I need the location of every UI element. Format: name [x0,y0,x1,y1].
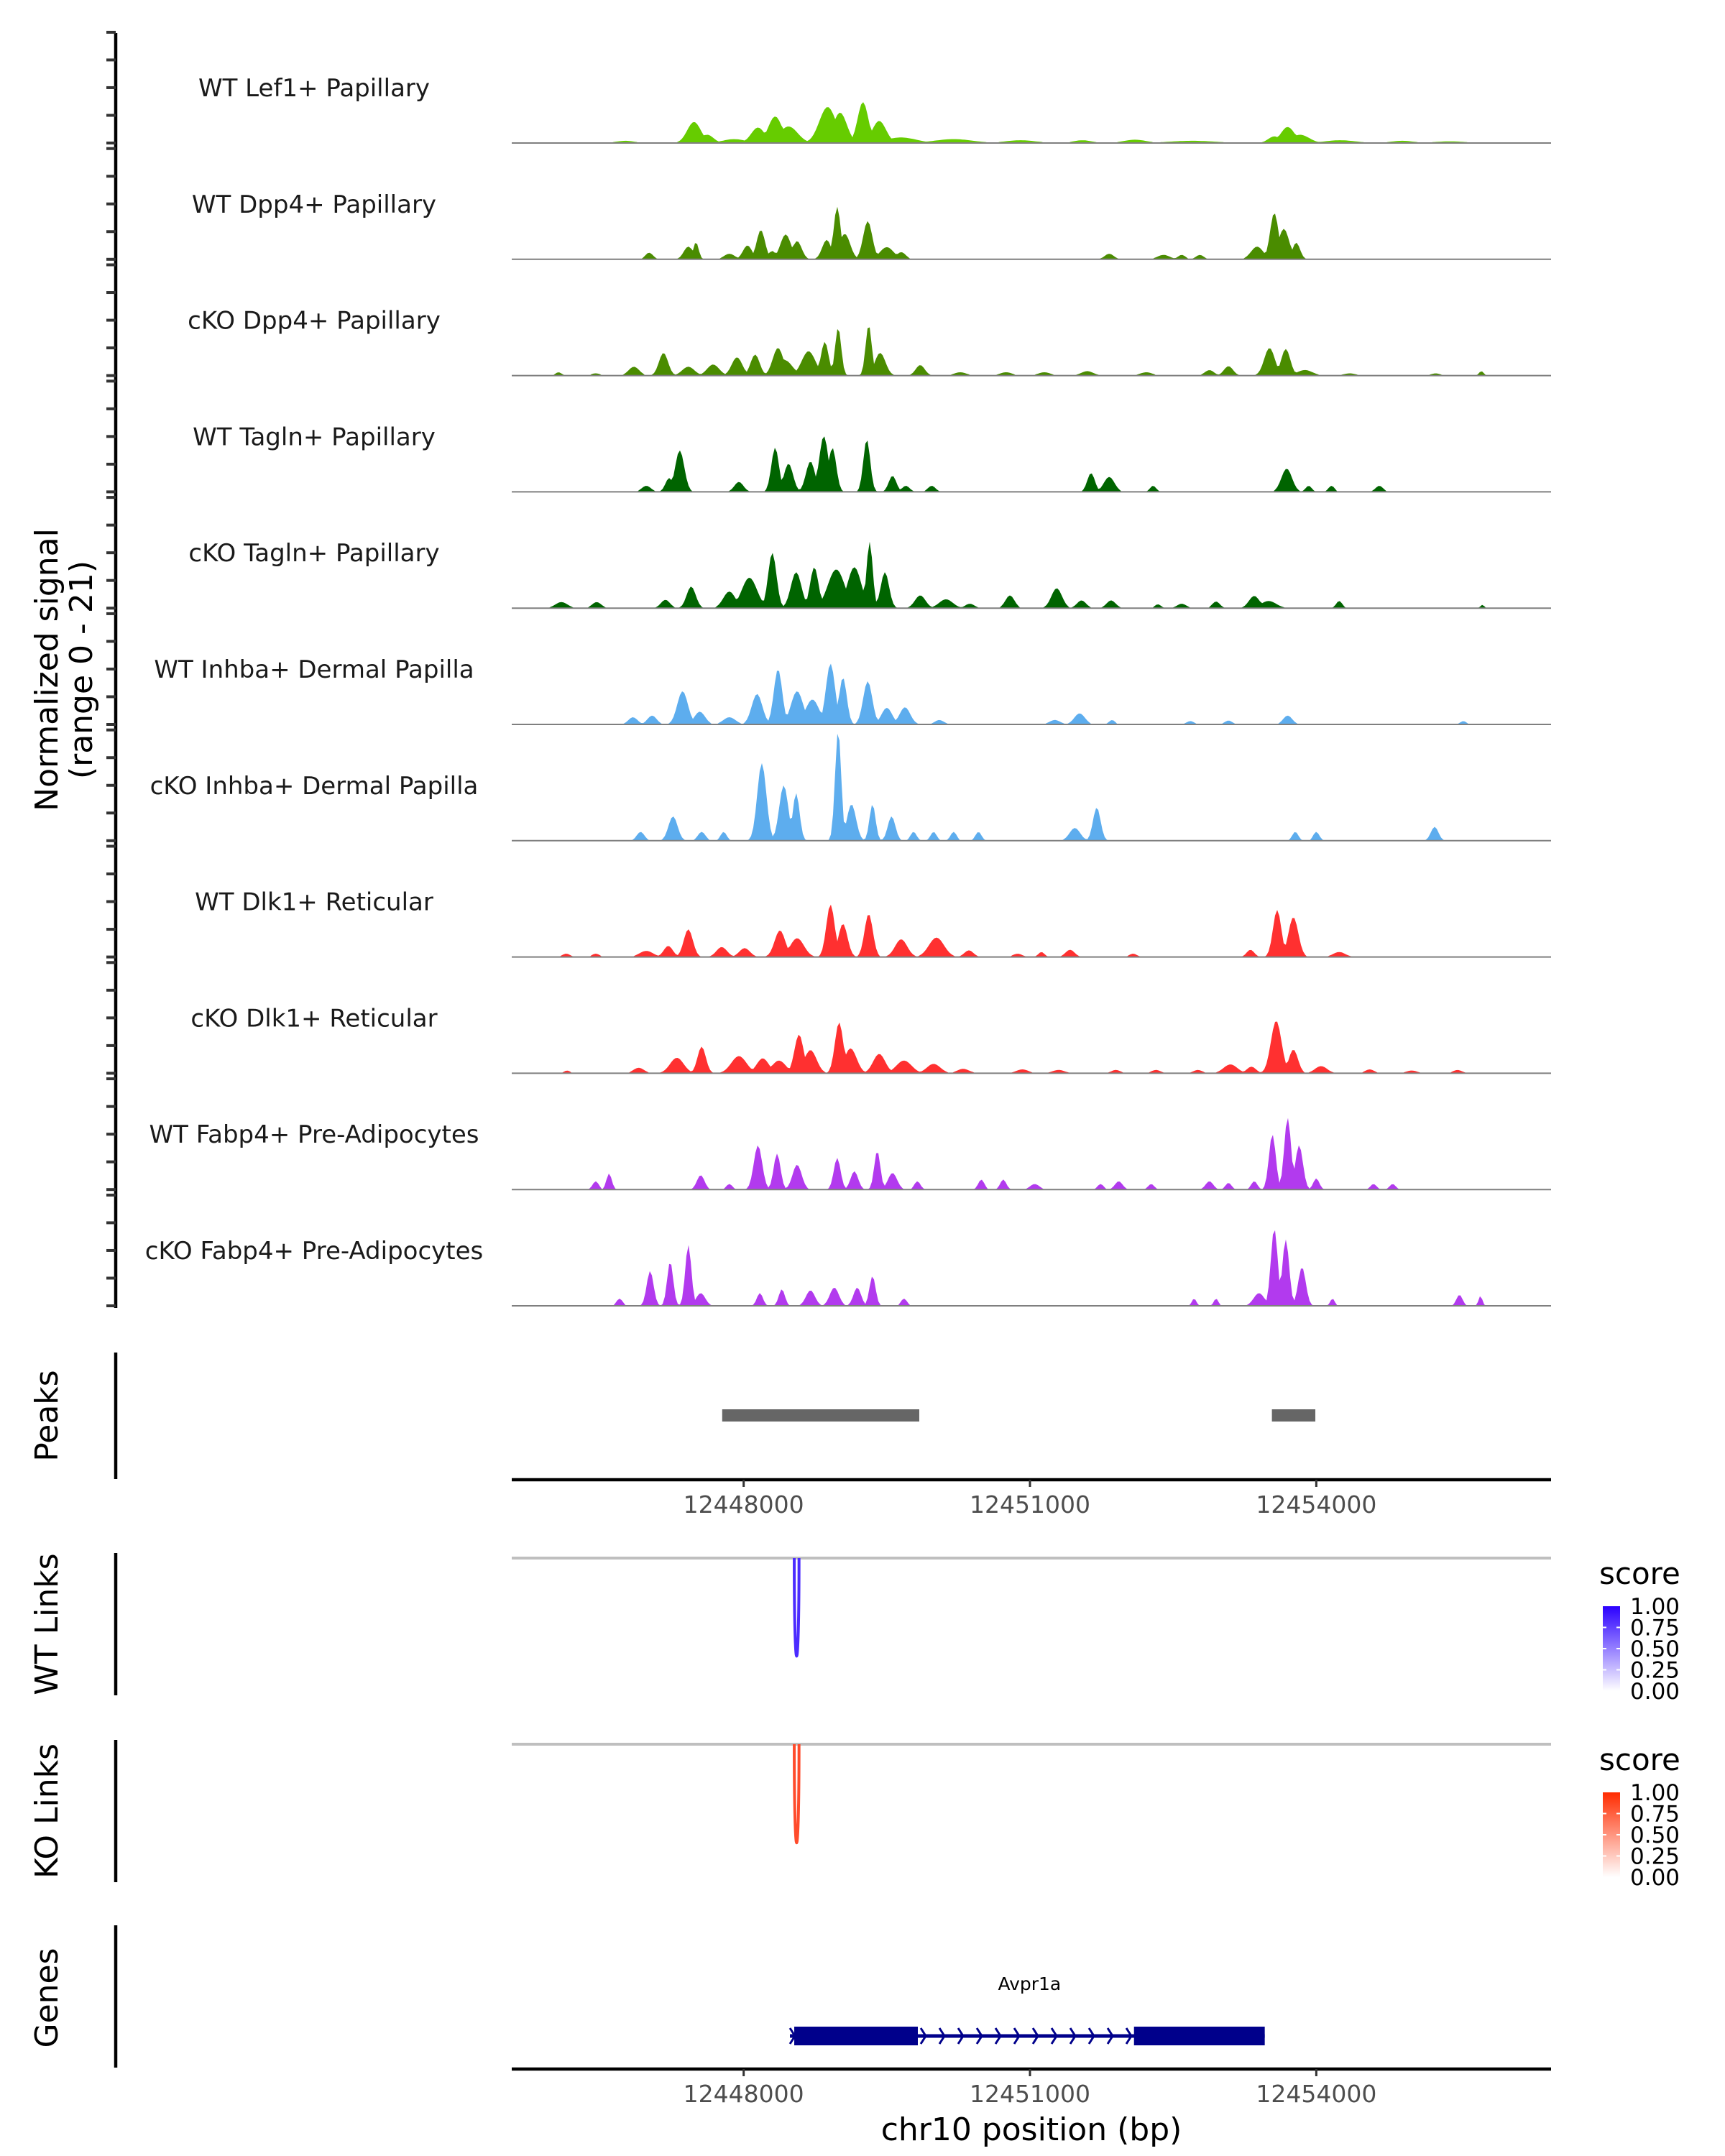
strand-arrow-icon [938,2027,946,2045]
legend-tick-label: 1.00 [1630,1780,1680,1806]
strand-arrow-icon [975,2027,983,2045]
strand-arrow-icon [919,2027,927,2045]
legend-tick-label: 0.50 [1630,1823,1680,1848]
coverage-track: cKO Tagln+ Papillary [188,539,1551,609]
legend-tick-label: 0.25 [1630,1658,1680,1684]
legend-tick-label: 0.00 [1630,1679,1680,1705]
track-label: cKO Inhba+ Dermal Papilla [150,772,479,801]
coverage-track: cKO Dlk1+ Reticular [190,1004,1551,1074]
coverage-area [512,904,1551,957]
strand-arrow-icon [1013,2027,1021,2045]
wt-score-legend: score 1.000.750.500.250.00 [1599,1556,1680,1705]
coverage-y-axis-title: Normalized signal [29,528,65,811]
track-label: cKO Tagln+ Papillary [188,539,439,568]
coverage-area [512,541,1551,609]
x-tick-label: 12451000 [970,2080,1090,2108]
x-tick-label: 12451000 [970,1491,1090,1519]
track-label: WT Tagln+ Papillary [193,423,436,451]
x-tick-label: 12454000 [1256,1491,1376,1519]
x-tick-label: 12454000 [1256,2080,1376,2108]
track-label: WT Lef1+ Papillary [198,74,430,103]
coverage-area [512,663,1551,724]
strand-arrow-icon [1125,2027,1133,2045]
x-tick-label: 12448000 [684,2080,804,2108]
gene-name: Avpr1a [998,1973,1061,1994]
x-tick-label: 12448000 [684,1491,804,1519]
strand-arrow-icon [1031,2027,1039,2045]
coverage-area [512,436,1551,492]
coverage-track: cKO Dpp4+ Papillary [188,307,1551,377]
coverage-track: WT Dpp4+ Papillary [192,190,1551,260]
wt-links [793,1557,801,1658]
legend-tick-label: 0.75 [1630,1616,1680,1641]
legend-tick-label: 0.50 [1630,1636,1680,1662]
legend-title: score [1599,1742,1680,1777]
coverage-track: WT Inhba+ Dermal Papilla [154,655,1551,725]
link-arc [793,1743,801,1845]
coverage-track: WT Dlk1+ Reticular [195,888,1551,958]
peaks-axis-title: Peaks [29,1370,65,1461]
coverage-track: WT Tagln+ Papillary [193,423,1551,493]
top-x-ticks: 12448000 12451000 12454000 [684,1480,1376,1519]
peak-ranges [722,1409,1316,1422]
track-label: cKO Fabp4+ Pre-Adipocytes [145,1237,484,1266]
coverage-area [512,206,1551,259]
strand-arrow-icon [1050,2027,1058,2045]
coverage-track: WT Lef1+ Papillary [198,74,1551,144]
coverage-y-ticks [106,30,116,1307]
track-label: WT Dpp4+ Papillary [192,190,436,219]
ko-links [793,1743,801,1845]
legend-title: score [1599,1556,1680,1591]
coverage-area [512,734,1551,841]
track-label: WT Dlk1+ Reticular [195,888,433,917]
ko-score-legend: score 1.000.750.500.250.00 [1599,1742,1680,1891]
coverage-area [512,102,1551,143]
track-label: WT Fabp4+ Pre-Adipocytes [150,1120,479,1149]
coverage-area [512,327,1551,376]
coverage-area [512,1230,1551,1306]
gene-exon [1133,2027,1265,2045]
wt-links-axis-title: WT Links [29,1553,65,1695]
legend-tick-label: 0.75 [1630,1802,1680,1828]
ko-links-axis-title: KO Links [29,1743,65,1879]
peak-range [722,1409,919,1422]
coverage-y-axis-subtitle: (range 0 - 21) [63,561,100,779]
x-axis-title: chr10 position (bp) [881,2111,1182,2148]
track-label: WT Inhba+ Dermal Papilla [154,655,474,684]
coverage-area [512,1118,1551,1190]
coverage-area [512,1021,1551,1074]
coverage-track: WT Fabp4+ Pre-Adipocytes [150,1118,1551,1191]
track-label: cKO Dlk1+ Reticular [190,1004,437,1033]
track-label: cKO Dpp4+ Papillary [188,307,441,336]
genes-axis-title: Genes [29,1948,65,2047]
strand-arrow-icon [1106,2027,1114,2045]
peak-range [1271,1409,1316,1422]
bottom-x-ticks: 12448000 12451000 12454000 [684,2069,1376,2108]
coverage-tracks: WT Lef1+ Papillary WT Dpp4+ Papillary cKO … [145,74,1551,1307]
gene-models: Avpr1a [788,1973,1265,2045]
legend-tick-label: 0.00 [1630,1865,1680,1891]
coverage-track: cKO Fabp4+ Pre-Adipocytes [145,1230,1551,1307]
gene-exon [794,2027,918,2045]
coverage-track: cKO Inhba+ Dermal Papilla [150,734,1551,842]
link-arc [793,1557,801,1658]
legend-tick-label: 0.25 [1630,1844,1680,1870]
strand-arrow-icon [1069,2027,1077,2045]
legend-tick-label: 1.00 [1630,1594,1680,1620]
gene-model: Avpr1a [788,1973,1265,2045]
strand-arrow-icon [1087,2027,1095,2045]
strand-arrow-icon [957,2027,965,2045]
strand-arrow-icon [994,2027,1002,2045]
